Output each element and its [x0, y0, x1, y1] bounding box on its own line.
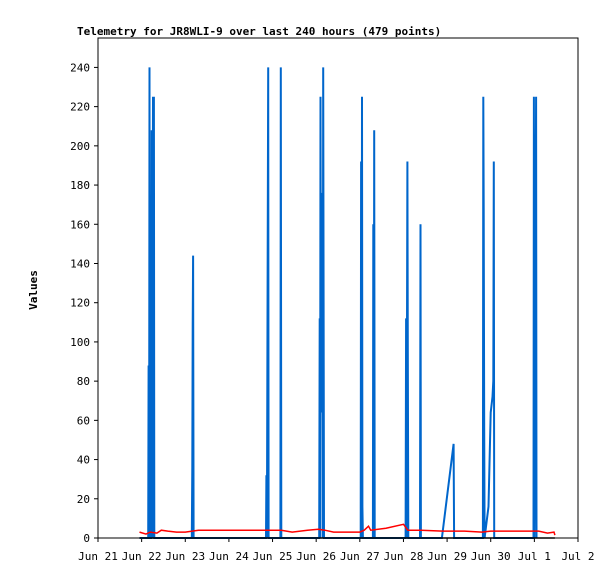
x-tick-label: Jun 26: [296, 550, 336, 563]
y-tick-label: 160: [70, 218, 90, 231]
y-tick-label: 100: [70, 336, 90, 349]
x-tick-label: Jul 1: [518, 550, 551, 563]
x-tick-label: Jun 24: [209, 550, 249, 563]
y-tick-label: 220: [70, 101, 90, 114]
y-tick-label: 240: [70, 61, 90, 74]
x-tick-label: Jun 29: [427, 550, 467, 563]
x-tick-label: Jun 27: [340, 550, 380, 563]
x-tick-label: Jul 2: [561, 550, 594, 563]
y-tick-label: 80: [77, 375, 90, 388]
chart-title: Telemetry for JR8WLI-9 over last 240 hou…: [77, 25, 441, 38]
series-layer: [139, 67, 556, 539]
y-tick-label: 140: [70, 257, 90, 270]
x-tick-label: Jun 22: [122, 550, 162, 563]
x-axis: Jun 21 Jun 22 Jun 23 Jun 24 Jun 25 Jun 26 Jun …: [78, 538, 595, 563]
series-line-2: [139, 523, 556, 536]
y-tick-label: 180: [70, 179, 90, 192]
y-axis-label: Values: [27, 270, 40, 310]
y-tick-label: 40: [77, 454, 90, 467]
y-axis: 0 20 40 60 80 100 120 140 160 180 200 220 240: [70, 61, 98, 545]
y-tick-label: 20: [77, 493, 90, 506]
y-tick-label: 120: [70, 297, 90, 310]
y-tick-label: 200: [70, 140, 90, 153]
x-tick-label: Jun 30: [471, 550, 511, 563]
plot-area: [97, 37, 579, 539]
x-tick-label: Jun 21: [78, 550, 118, 563]
x-tick-label: Jun 25: [253, 550, 293, 563]
y-tick-label: 60: [77, 414, 90, 427]
x-tick-label: Jun 28: [384, 550, 424, 563]
x-tick-label: Jun 23: [165, 550, 205, 563]
y-tick-label: 0: [83, 532, 90, 545]
